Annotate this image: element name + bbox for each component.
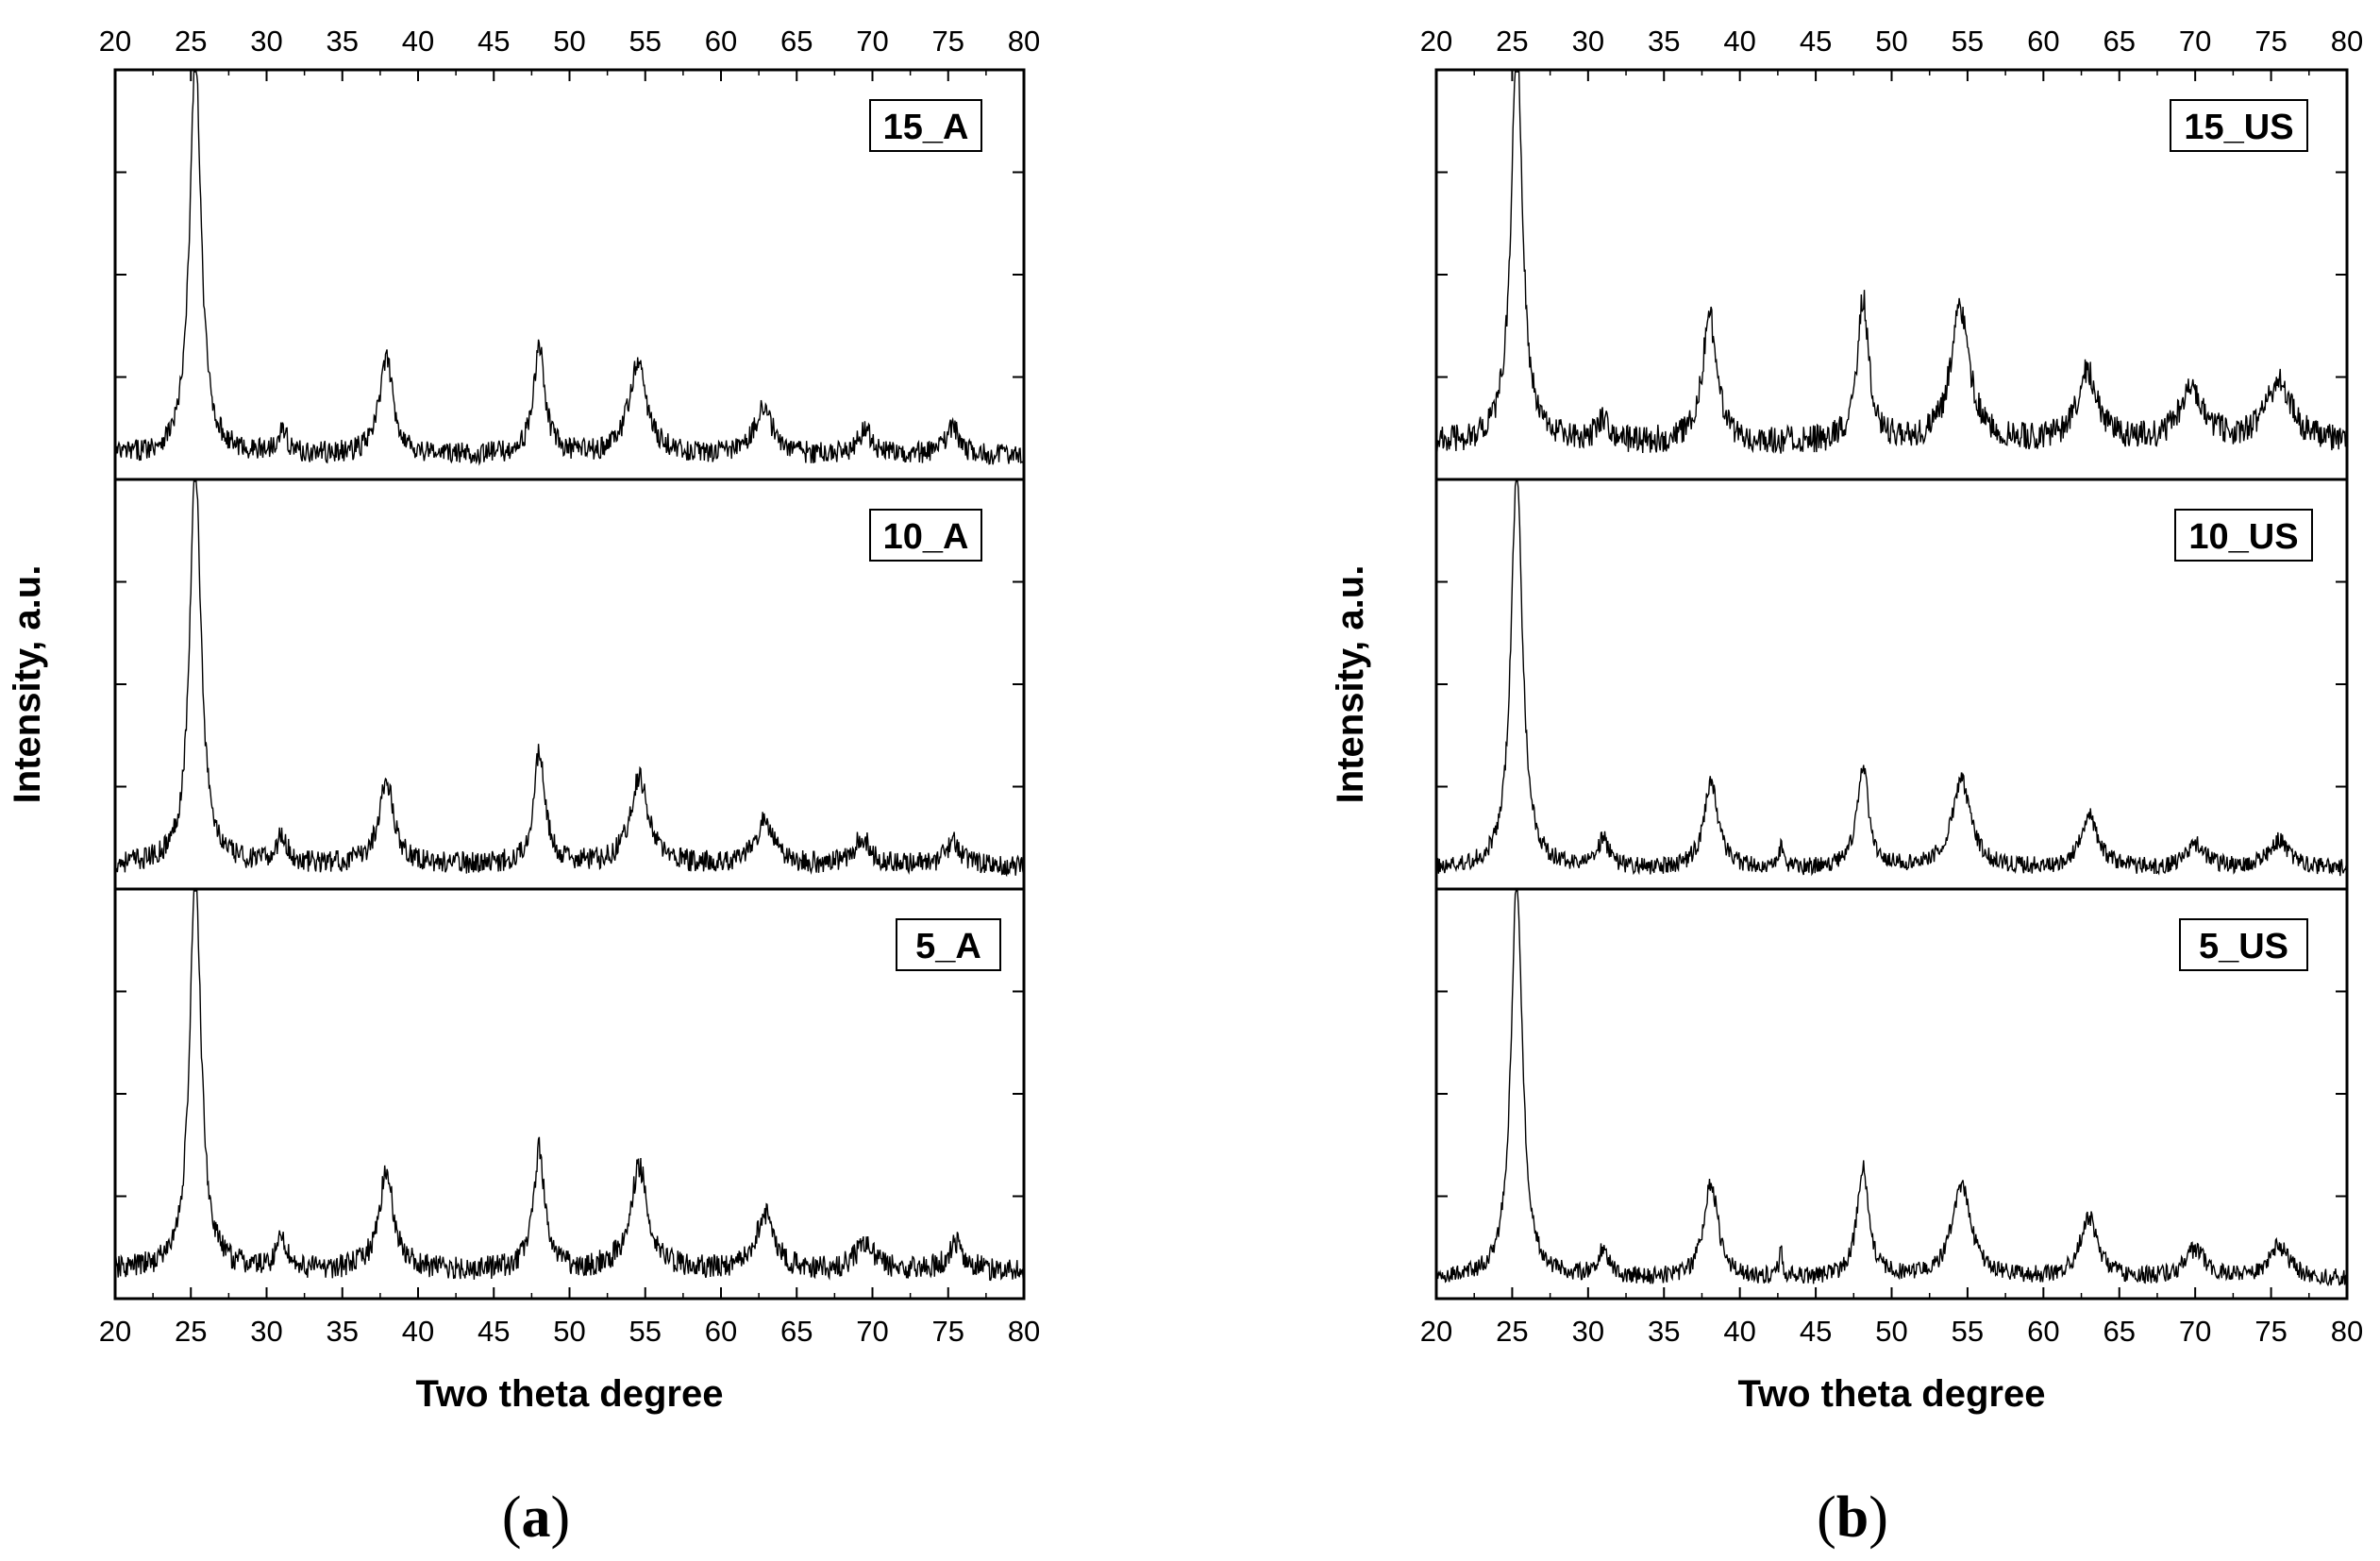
x-tick-label-bottom: 20	[99, 1315, 131, 1348]
x-tick-label-top: 25	[1496, 25, 1528, 58]
x-tick-label-bottom: 35	[1648, 1315, 1680, 1348]
caption-open-paren: (	[1817, 1485, 1836, 1550]
x-tick-label-top: 40	[1723, 25, 1755, 58]
series-line-5_US	[1435, 890, 2348, 1287]
series-line-15_A	[114, 71, 1025, 466]
x-tick-label-bottom: 60	[705, 1315, 737, 1348]
x-tick-label-top: 50	[1875, 25, 1907, 58]
plot-frame	[113, 68, 1026, 1301]
sample-label-box	[2170, 99, 2308, 152]
x-tick-label-bottom: 40	[402, 1315, 434, 1348]
x-tick-label-top: 70	[856, 25, 888, 58]
x-tick-label-top: 30	[250, 25, 282, 58]
sample-label: 15_A	[883, 108, 969, 147]
caption-letter: a	[522, 1485, 551, 1550]
x-tick-label-top: 55	[629, 25, 662, 58]
y-axis-title: Intensity, a.u.	[1330, 565, 1371, 804]
x-tick-label-bottom: 45	[1800, 1315, 1832, 1348]
x-tick-label-bottom: 70	[856, 1315, 888, 1348]
x-tick-label-bottom: 25	[175, 1315, 207, 1348]
x-tick-label-bottom: 30	[1572, 1315, 1604, 1348]
x-tick-label-bottom: 25	[1496, 1315, 1528, 1348]
x-tick-label-bottom: 30	[250, 1315, 282, 1348]
x-tick-label-bottom: 80	[1008, 1315, 1040, 1348]
x-tick-label-bottom: 20	[1420, 1315, 1452, 1348]
x-tick-label-top: 75	[2254, 25, 2287, 58]
x-tick-label-top: 65	[780, 25, 813, 58]
x-tick-label-top: 60	[705, 25, 737, 58]
x-tick-label-top: 65	[2103, 25, 2136, 58]
sample-label: 10_US	[2188, 517, 2298, 557]
sample-label-box	[2174, 509, 2313, 562]
x-tick-label-top: 60	[2027, 25, 2059, 58]
y-axis-title: Intensity, a.u.	[7, 565, 48, 804]
series-line-10_A	[114, 480, 1025, 878]
x-tick-label-top: 35	[1648, 25, 1680, 58]
caption-letter: b	[1836, 1485, 1869, 1550]
x-axis-title: Two theta degree	[1738, 1373, 2046, 1415]
caption-close-paren: )	[551, 1485, 571, 1550]
x-tick-label-top: 80	[1008, 25, 1040, 58]
x-tick-label-bottom: 50	[553, 1315, 585, 1348]
x-tick-label-top: 20	[1420, 25, 1452, 58]
x-tick-label-bottom: 35	[327, 1315, 359, 1348]
sample-label-box	[896, 918, 1001, 971]
sample-label: 5_US	[2199, 927, 2288, 966]
x-tick-label-bottom: 60	[2027, 1315, 2059, 1348]
x-tick-label-bottom: 75	[2254, 1315, 2287, 1348]
x-tick-label-top: 40	[402, 25, 434, 58]
sample-label-box	[869, 99, 982, 152]
x-tick-label-bottom: 65	[2103, 1315, 2136, 1348]
caption-close-paren: )	[1869, 1485, 1888, 1550]
sample-label: 15_US	[2184, 108, 2293, 147]
x-tick-label-bottom: 65	[780, 1315, 813, 1348]
x-tick-label-bottom: 55	[629, 1315, 662, 1348]
x-tick-label-top: 70	[2179, 25, 2211, 58]
x-tick-label-bottom: 50	[1875, 1315, 1907, 1348]
x-axis-title: Two theta degree	[416, 1373, 724, 1415]
x-tick-label-top: 30	[1572, 25, 1604, 58]
panel-b: 15_US 10_US 5_US 20 20 25 25 30 30 35 35 40 40 45 45 50…	[1330, 25, 2363, 1550]
x-tick-label-bottom: 70	[2179, 1315, 2211, 1348]
x-tick-label-top: 55	[1952, 25, 1984, 58]
series-line-10_US	[1435, 480, 2348, 877]
sample-label-box	[2179, 918, 2308, 971]
sample-label: 5_A	[915, 927, 981, 966]
x-tick-label-top: 50	[553, 25, 585, 58]
panel-a: 15_A 10_A 5_A 20 20 25 25 30 30 35 35 40 40 45 45 50 50 5…	[7, 25, 1040, 1550]
x-tick-label-top: 35	[327, 25, 359, 58]
x-tick-label-top: 25	[175, 25, 207, 58]
plot-frame	[1434, 68, 2349, 1301]
sample-label-box	[869, 509, 982, 562]
sample-label: 10_A	[883, 517, 969, 557]
x-tick-label-top: 75	[932, 25, 964, 58]
x-tick-label-bottom: 75	[932, 1315, 964, 1348]
x-tick-label-top: 45	[1800, 25, 1832, 58]
caption-open-paren: (	[502, 1485, 522, 1550]
x-tick-label-bottom: 80	[2331, 1315, 2363, 1348]
x-tick-label-top: 45	[478, 25, 510, 58]
series-line-15_US	[1435, 71, 2348, 455]
panel-caption: (a)	[502, 1485, 570, 1550]
x-tick-label-bottom: 55	[1952, 1315, 1984, 1348]
x-tick-label-top: 20	[99, 25, 131, 58]
series-line-5_A	[114, 890, 1025, 1282]
x-tick-label-bottom: 45	[478, 1315, 510, 1348]
x-tick-label-bottom: 40	[1723, 1315, 1755, 1348]
panel-caption: (b)	[1817, 1485, 1888, 1550]
x-tick-label-top: 80	[2331, 25, 2363, 58]
